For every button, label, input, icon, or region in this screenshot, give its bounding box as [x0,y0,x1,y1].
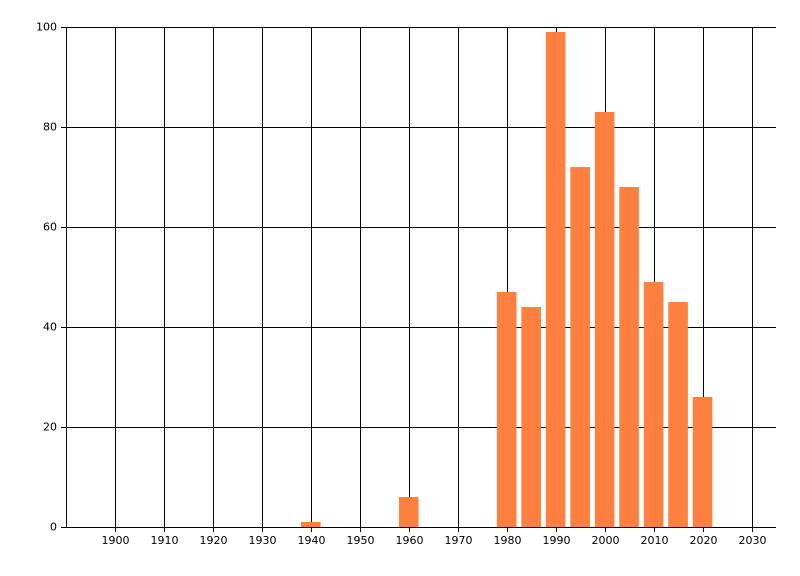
x-tick-label: 2000 [592,534,620,547]
bar [692,397,713,527]
bar [301,522,321,527]
bar [521,307,541,527]
x-tick-label: 1910 [151,534,179,547]
x-tick-label: 1960 [396,534,424,547]
bar [619,187,639,527]
x-tick-label: 1930 [249,534,277,547]
bar [570,167,590,527]
bar [668,302,688,527]
y-tick-label: 40 [43,321,57,334]
x-tick-label: 2010 [641,534,669,547]
x-tick-label: 1940 [298,534,326,547]
x-tick-label: 1950 [347,534,375,547]
bar [643,282,664,527]
x-tick-label: 1990 [543,534,571,547]
bar [594,112,615,527]
x-tick-label: 2030 [739,534,767,547]
bar [496,292,517,527]
y-tick-label: 20 [43,421,57,434]
x-tick-label: 1920 [200,534,228,547]
y-tick-label: 80 [43,121,57,134]
x-tick-label: 1900 [102,534,130,547]
y-tick-label: 0 [50,521,57,534]
x-tick-label: 1970 [445,534,473,547]
x-tick-label: 1980 [494,534,522,547]
y-tick-label: 60 [43,221,57,234]
x-tick-label: 2020 [690,534,718,547]
y-tick-label: 100 [36,21,57,34]
bar [545,32,566,527]
bar [398,497,419,527]
